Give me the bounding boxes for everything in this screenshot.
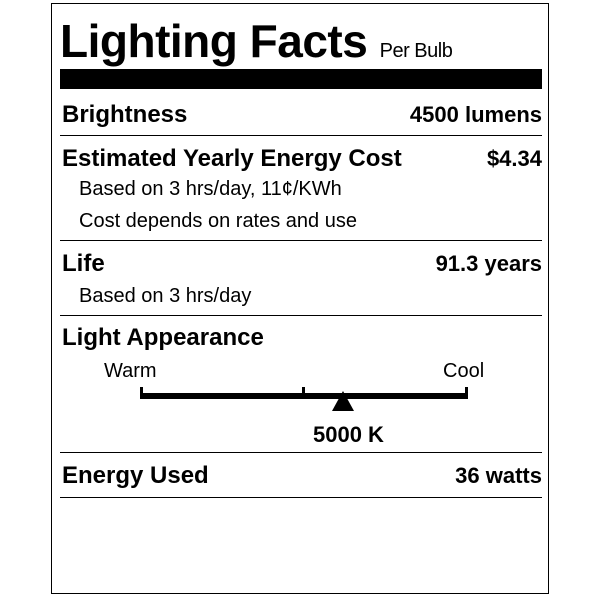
cost-note-1: Based on 3 hrs/day, 11¢/KWh [79,178,342,200]
cost-value: $4.34 [486,146,542,171]
divider [60,135,542,136]
cost-note-2: Cost depends on rates and use [79,210,357,232]
warm-label: Warm [104,360,157,382]
divider [60,497,542,498]
scale-tick [302,387,305,399]
per-bulb-text: Per Bulb [379,40,453,62]
appearance-value: 5000 K [313,422,384,447]
life-value: 91.3 years [435,251,542,276]
cool-label: Cool [443,360,485,382]
cost-label: Estimated Yearly Energy Cost [62,145,402,172]
brightness-value: 4500 lumens [409,102,542,127]
energy-value: 36 watts [455,463,542,488]
brightness-label: Brightness [62,101,188,128]
color-temperature-scale [140,387,468,399]
lighting-facts-label: Lighting Facts Per Bulb Brightness 4500 … [51,3,549,594]
divider [60,240,542,241]
scale-tick [140,387,143,399]
life-label: Life [62,250,105,277]
label-title: Lighting Facts Per Bulb [60,14,453,68]
title-text: Lighting Facts [60,15,368,67]
energy-label: Energy Used [62,462,209,489]
divider [60,315,542,316]
divider [60,452,542,453]
title-bar-divider [60,69,542,89]
appearance-label: Light Appearance [62,324,264,351]
life-note: Based on 3 hrs/day [79,285,252,307]
scale-tick [465,387,468,399]
temperature-marker-icon [332,391,355,411]
